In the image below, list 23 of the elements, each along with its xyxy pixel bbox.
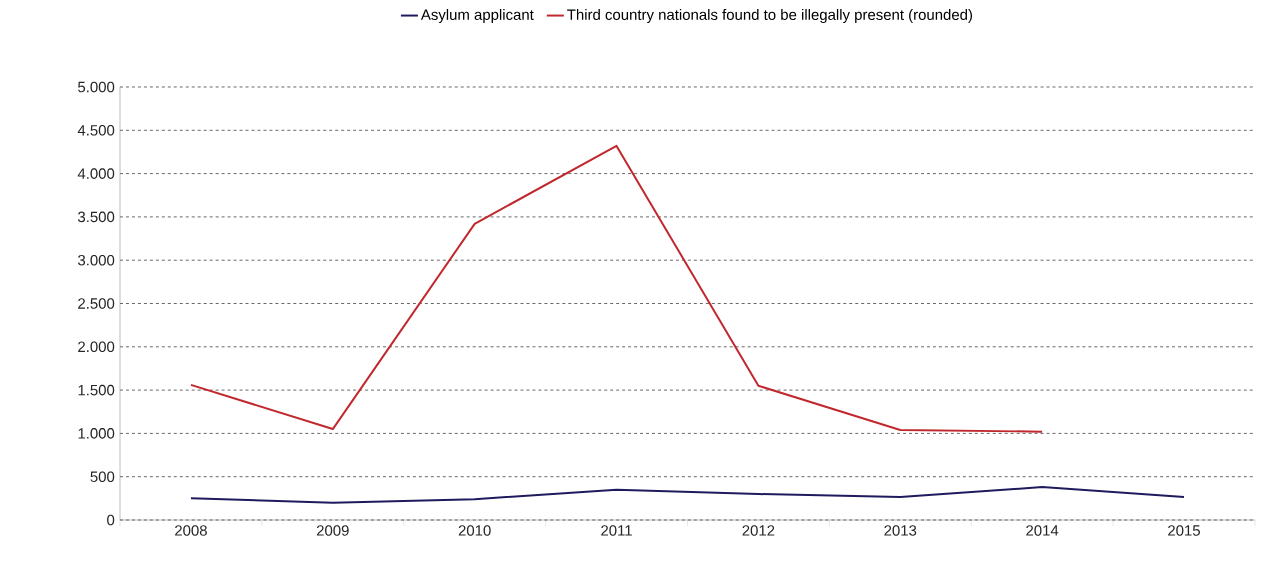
y-tick-label: 3.500: [77, 211, 115, 223]
line-series: [189, 144, 1044, 433]
x-tick-label: 2013: [884, 525, 917, 536]
y-tick-label: 0: [107, 514, 115, 526]
y-tick-label: 2.500: [78, 298, 115, 309]
y-tick-label: 5.000: [78, 81, 115, 93]
x-tick-label: 2015: [1168, 525, 1200, 536]
x-tick-label: 2008: [175, 525, 207, 536]
legend-label: Third country nationals found to be illegally present (rounded): [567, 9, 972, 23]
y-tick-label: 4.000: [77, 168, 115, 179]
x-tick-label: 2010: [458, 525, 491, 536]
y-tick-label: 4.500: [77, 125, 115, 136]
x-tick-label: 2009: [316, 525, 349, 536]
x-tick-label: 2014: [1026, 525, 1059, 536]
y-tick-label: 1.000: [78, 428, 115, 439]
y-tick-label: 1.500: [78, 384, 115, 396]
legend-label: Asylum applicant: [420, 9, 534, 23]
line-series: [189, 486, 1185, 504]
y-tick-label: 2.000: [78, 341, 115, 353]
y-tick-label: 500: [90, 471, 115, 482]
x-tick-label: 2011: [601, 525, 632, 536]
x-tick-label: 2012: [742, 525, 775, 536]
y-tick-label: 3.000: [77, 254, 115, 266]
